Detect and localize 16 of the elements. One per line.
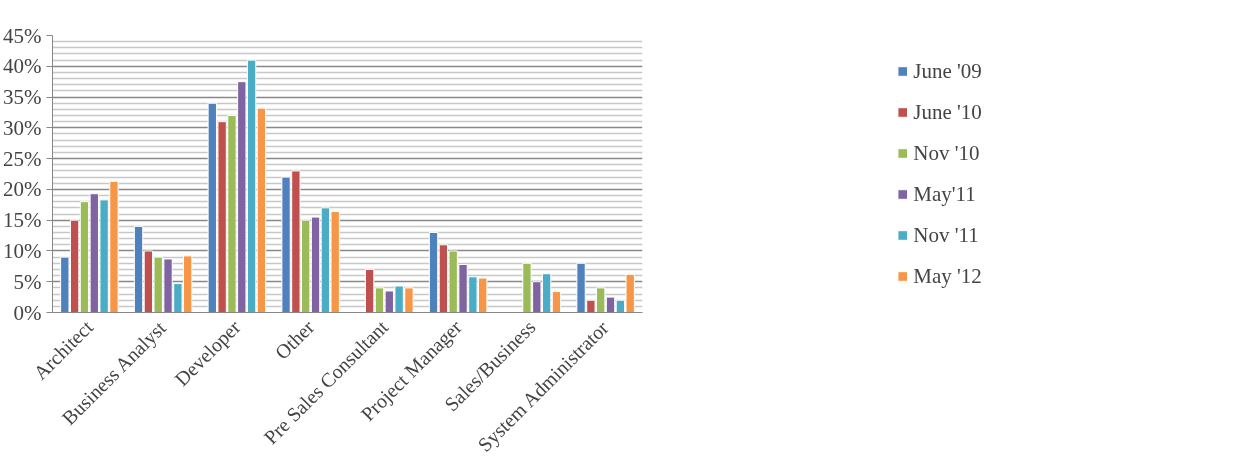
y-tick-label: 5%	[13, 269, 42, 294]
y-tick-label: 15%	[3, 208, 42, 233]
y-tick-label: 30%	[3, 115, 42, 140]
legend-label: Nov '10	[913, 140, 980, 166]
y-tick-label: 20%	[3, 177, 42, 202]
y-tick-label: 45%	[3, 23, 42, 48]
y-tick-label: 25%	[3, 146, 42, 171]
y-tick-label: 40%	[3, 54, 42, 79]
legend-label: June '10	[913, 99, 982, 125]
legend-label: May '12	[913, 263, 982, 289]
legend-label: Nov '11	[913, 222, 979, 248]
legend-label: May'11	[913, 181, 976, 207]
y-tick-label: 0%	[13, 300, 42, 325]
legend-label: June '09	[913, 58, 982, 84]
y-tick-label: 10%	[3, 238, 42, 263]
y-tick-label: 35%	[3, 85, 42, 110]
